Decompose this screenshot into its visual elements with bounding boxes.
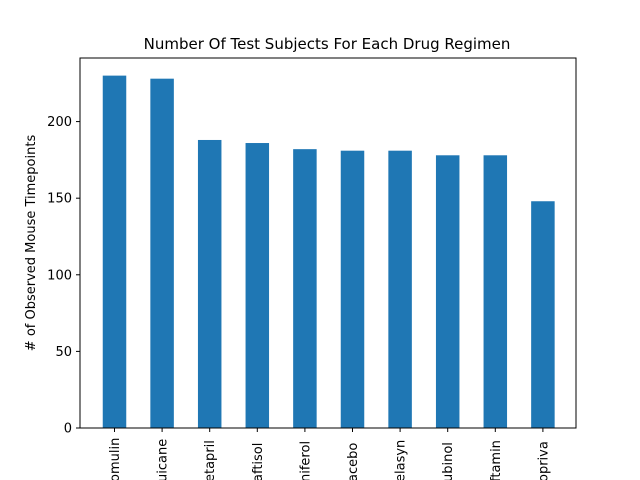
- bar-ketapril: [197, 139, 222, 428]
- y-tick-label: 0: [64, 422, 72, 437]
- x-tick-label: ftamin: [489, 440, 504, 480]
- bar-ramicane: [150, 78, 174, 429]
- bar-capomulin: [102, 75, 127, 429]
- x-tick-label: elasyn: [394, 440, 409, 480]
- bar-naftisol: [245, 143, 270, 428]
- bar-propriva: [531, 201, 555, 428]
- x-tick-label: niferol: [298, 441, 313, 480]
- y-axis-label: # of Observed Mouse Timepoints: [24, 135, 39, 352]
- bar-zoniferol: [293, 149, 317, 428]
- y-tick-label: 50: [55, 345, 72, 360]
- x-tick-label: uicane: [156, 439, 171, 480]
- plot-frame: [79, 57, 577, 429]
- bar-infubinol: [483, 155, 508, 429]
- x-tick-label: ubinol: [441, 442, 456, 480]
- y-tick-label: 200: [47, 115, 72, 130]
- chart-title: Number Of Test Subjects For Each Drug Re…: [144, 35, 511, 53]
- x-tick-label: aftisol: [251, 443, 266, 480]
- y-tick-label: 100: [47, 268, 72, 283]
- x-axis-ticks: omulin uicane etapril aftisol niferol acebo el…: [108, 428, 551, 480]
- x-tick-label: opriva: [536, 441, 551, 480]
- y-tick-label: 150: [47, 192, 72, 207]
- bar-placebo: [340, 150, 365, 428]
- bar-ceftamin: [435, 155, 460, 429]
- x-tick-label: acebo: [346, 443, 361, 480]
- x-tick-label: etapril: [203, 440, 218, 480]
- bars-group: [102, 75, 555, 429]
- y-axis-ticks: 0 50 100 150 200: [47, 115, 80, 437]
- x-tick-label: omulin: [108, 438, 123, 480]
- bar-stelasyn: [388, 150, 412, 428]
